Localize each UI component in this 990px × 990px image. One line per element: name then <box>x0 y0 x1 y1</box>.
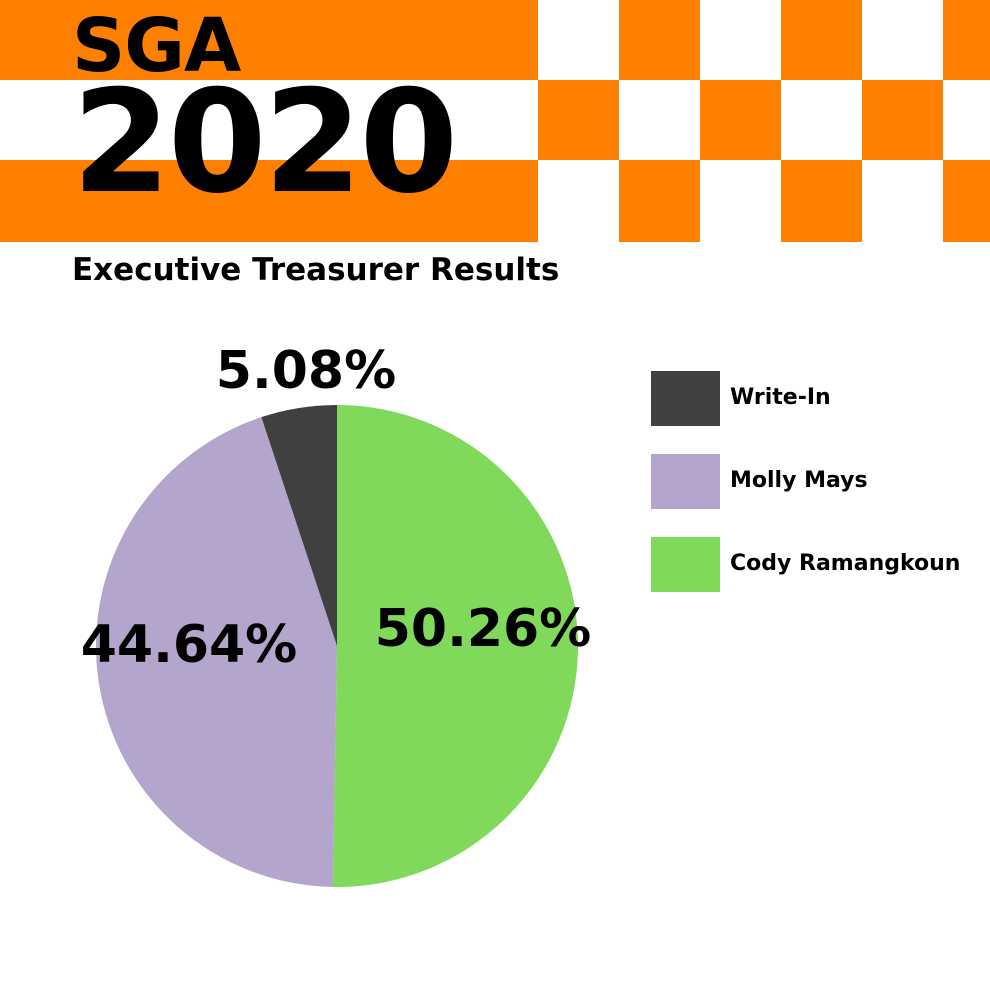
pie-slice-molly-mays <box>95 417 337 887</box>
pie-label-cody-ramangkoun: 50.26% <box>375 599 592 659</box>
chart-title: Executive Treasurer Results <box>72 252 560 288</box>
banner-check-square <box>943 160 990 242</box>
legend-label-write-in: Write-In <box>730 385 831 410</box>
banner-check-square <box>781 0 862 80</box>
banner-stripe <box>0 160 538 242</box>
legend-swatch-cody-ramangkoun <box>651 537 720 592</box>
chart-legend: Write-In Molly Mays Cody Ramangkoun <box>651 371 990 620</box>
legend-item-write-in: Write-In <box>651 371 990 454</box>
banner-check-square <box>619 160 700 242</box>
banner-stripe <box>0 0 538 80</box>
legend-label-cody-ramangkoun: Cody Ramangkoun <box>730 551 961 576</box>
pie-label-write-in: 5.08% <box>216 341 396 401</box>
legend-item-molly-mays: Molly Mays <box>651 454 990 537</box>
banner-check-square <box>943 0 990 80</box>
header-title-sga: SGA <box>72 3 241 89</box>
legend-label-molly-mays: Molly Mays <box>730 468 868 493</box>
header-title-year: 2020 <box>72 60 458 225</box>
pie-slice-write-in <box>261 405 337 646</box>
legend-swatch-write-in <box>651 371 720 426</box>
pie-chart: 5.08% 44.64% 50.26% <box>81 341 592 887</box>
header-banner <box>0 0 990 242</box>
legend-item-cody-ramangkoun: Cody Ramangkoun <box>651 537 990 620</box>
banner-check-square <box>538 80 619 160</box>
pie-slice-cody-ramangkoun <box>332 405 578 887</box>
banner-check-square <box>700 80 781 160</box>
pie-label-molly-mays: 44.64% <box>81 615 298 675</box>
banner-check-square <box>781 160 862 242</box>
legend-swatch-molly-mays <box>651 454 720 509</box>
banner-check-square <box>619 0 700 80</box>
banner-check-square <box>862 80 943 160</box>
